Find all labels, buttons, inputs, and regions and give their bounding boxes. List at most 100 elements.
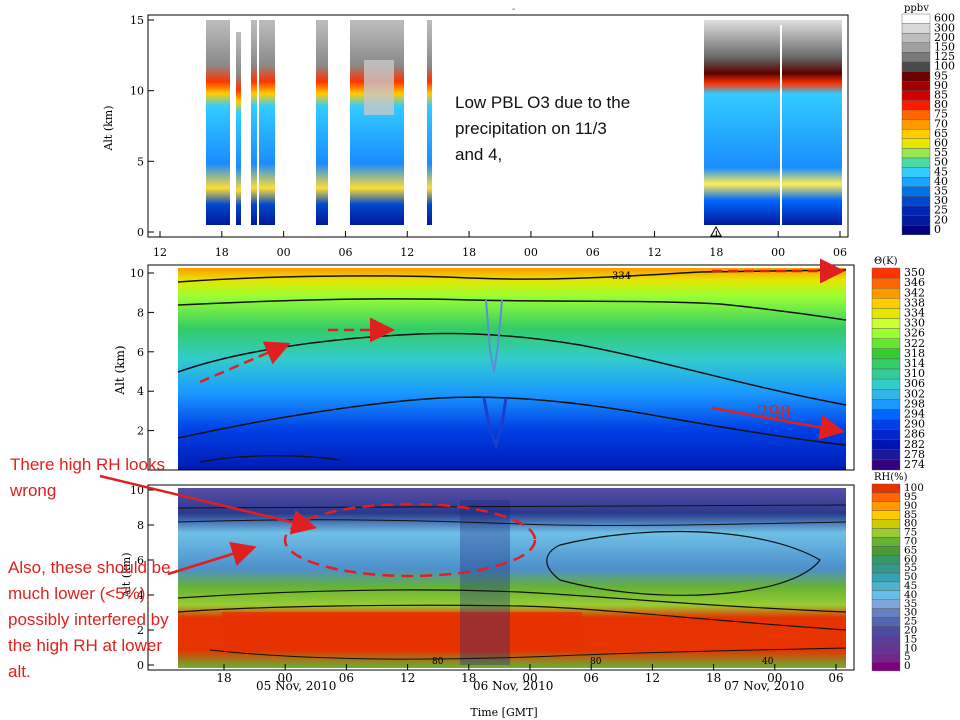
colorbar-swatch xyxy=(901,138,931,149)
dashed-ellipse xyxy=(283,502,537,578)
rh-contour-line xyxy=(209,647,847,660)
colorbar-swatch xyxy=(871,348,901,360)
theta-plot-frame xyxy=(147,264,855,471)
colorbar-tick-label: 65 xyxy=(934,127,948,140)
colorbar-tick-label: 60 xyxy=(904,553,917,565)
theta-y-label: Alt (km) xyxy=(113,345,127,395)
colorbar-swatch xyxy=(871,439,901,451)
colorbar-tick-label: 322 xyxy=(904,337,925,350)
date-label-nov05: 05 Nov, 2010 xyxy=(256,679,336,693)
colorbar-tick-label: 334 xyxy=(904,306,925,319)
rh-high-region xyxy=(222,612,582,652)
colorbar-tick-label: 314 xyxy=(904,357,925,370)
rh-contour-label: 80 xyxy=(432,657,444,667)
ozone-grey-blob xyxy=(364,60,394,115)
colorbar-title: Θ(K) xyxy=(874,256,898,267)
lower-note-line: Also, these should be xyxy=(8,558,171,577)
ozone-note: Low PBL O3 due to the precipitation on 1… xyxy=(455,90,630,168)
colorbar-swatch xyxy=(871,419,901,430)
rh-y-axis: 0 2 4 6 8 10 xyxy=(130,484,154,672)
colorbar-tick-label: 286 xyxy=(904,428,925,441)
y-tick-label: 10 xyxy=(130,267,144,280)
colorbar-tick-label: 65 xyxy=(904,544,917,556)
colorbar-swatch xyxy=(871,492,901,502)
colorbar-tick-label: 200 xyxy=(934,31,955,44)
colorbar-tick-label: 80 xyxy=(904,518,917,530)
y-tick-label: 5 xyxy=(137,155,144,168)
ozone-strip xyxy=(206,20,230,225)
colorbar-swatch xyxy=(901,128,931,139)
colorbar-tick-label: 75 xyxy=(904,527,917,539)
colorbar-swatch xyxy=(871,358,901,370)
x-tick-label: 18 xyxy=(461,671,476,685)
colorbar-swatch xyxy=(871,590,901,600)
theta-298-arrow xyxy=(711,406,845,440)
y-tick-label: 2 xyxy=(137,425,144,438)
x-tick-label: 00 xyxy=(771,246,785,259)
rh-x-axis: 18 00 06 12 18 00 06 12 18 00 06 xyxy=(216,664,844,685)
theta-contour-label: 334 xyxy=(612,271,631,282)
x-tick-label: 18 xyxy=(462,246,476,259)
colorbar-tick-label: 300 xyxy=(934,21,955,34)
x-tick-label: 06 xyxy=(339,671,354,685)
colorbar-tick-label: 85 xyxy=(904,509,917,521)
colorbar-tick-label: 90 xyxy=(934,79,948,92)
colorbar-tick-label: 150 xyxy=(934,40,955,53)
lower-note-line: much lower (<5%), xyxy=(8,584,151,603)
colorbar-swatch xyxy=(901,42,931,53)
colorbar-swatch xyxy=(901,100,931,111)
colorbar-swatch xyxy=(871,635,901,645)
rh-contour-line xyxy=(177,604,847,631)
x-tick-label: 18 xyxy=(216,671,231,685)
colorbar-swatch xyxy=(901,224,931,235)
colorbar-tick-label: 55 xyxy=(904,562,917,574)
ozone-triangle-marker xyxy=(710,225,722,237)
annotation-overlays xyxy=(99,258,845,578)
colorbar-tick-label: 282 xyxy=(904,438,925,451)
colorbar-tick-label: 45 xyxy=(934,165,948,178)
colorbar-tick-label: 274 xyxy=(904,458,925,471)
colorbar-swatch xyxy=(871,409,901,420)
rh-note: There high RH looks wrong xyxy=(10,452,165,504)
colorbar-swatch xyxy=(871,581,901,592)
x-tick-label: 12 xyxy=(645,671,660,685)
colorbar-title: RH(%) xyxy=(874,472,908,483)
colorbar-tick-label: 306 xyxy=(904,377,925,390)
colorbar-swatch xyxy=(871,328,901,339)
colorbar-swatch xyxy=(871,298,901,309)
colorbar-swatch xyxy=(901,176,931,187)
colorbar-tick-label: 25 xyxy=(904,616,917,628)
rh-column-feature xyxy=(460,500,510,665)
ozone-note-line: and 4, xyxy=(455,145,503,164)
x-tick-label: 06 xyxy=(584,671,599,685)
colorbar-tick-label: 60 xyxy=(934,136,948,149)
colorbar-swatch xyxy=(901,52,931,63)
colorbar-tick-label: 100 xyxy=(934,60,955,73)
rh-note-arrow xyxy=(99,474,317,535)
colorbar-swatch xyxy=(871,308,901,319)
rh-note-line: There high RH looks xyxy=(10,455,165,474)
date-label-nov07: 07 Nov, 2010 xyxy=(724,679,804,693)
colorbar-tick-label: 10 xyxy=(904,642,917,654)
colorbar-tick-label: 100 xyxy=(904,482,924,494)
colorbar-tick-label: 50 xyxy=(934,156,948,169)
colorbar-swatch xyxy=(901,215,931,226)
colorbar-swatch xyxy=(901,109,931,120)
colorbar-tick-label: 15 xyxy=(904,633,917,645)
ozone-note-line: precipitation on 11/3 xyxy=(455,119,607,138)
y-tick-label: 6 xyxy=(137,554,144,567)
y-tick-label: 4 xyxy=(137,385,144,398)
colorbar-swatch xyxy=(871,510,901,520)
ozone-data-strips xyxy=(206,20,842,225)
colorbar-tick-label: 330 xyxy=(904,317,925,330)
colorbar-tick-label: 290 xyxy=(904,418,925,431)
colorbar-swatch xyxy=(871,537,901,547)
date-label-nov06: 06 Nov, 2010 xyxy=(473,679,553,693)
y-tick-label: 10 xyxy=(130,484,144,497)
x-tick-label: 18 xyxy=(706,671,721,685)
colorbar-swatch xyxy=(871,644,901,654)
theta-colorbar: Θ(K) 350346342338334330326322318314310306… xyxy=(871,256,925,471)
